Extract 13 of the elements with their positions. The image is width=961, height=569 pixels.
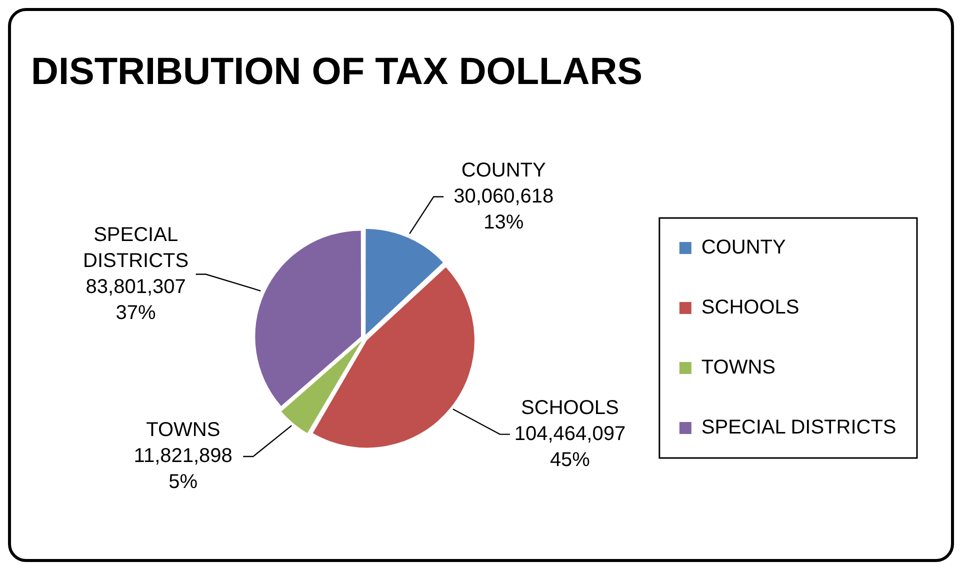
slice-label: SCHOOLS (521, 396, 619, 419)
slice-label: TOWNS (146, 419, 220, 442)
legend-label: SCHOOLS (701, 296, 800, 319)
legend-label: TOWNS (701, 356, 776, 379)
legend-label: SPECIAL DISTRICTS (701, 416, 896, 439)
slice-label: COUNTY (461, 159, 546, 182)
legend-label: COUNTY (701, 236, 786, 259)
data-label: 83,801,307 37% (86, 276, 186, 324)
data-label: 104,464,097 45% (514, 422, 626, 471)
chart-title: DISTRIBUTION OF TAX DOLLARS (31, 51, 642, 94)
data-label: 11,821,898 5% (134, 445, 232, 494)
data-label: 30,060,618 13% (454, 185, 554, 234)
slice-label: SPECIAL DISTRICTS (83, 224, 189, 272)
